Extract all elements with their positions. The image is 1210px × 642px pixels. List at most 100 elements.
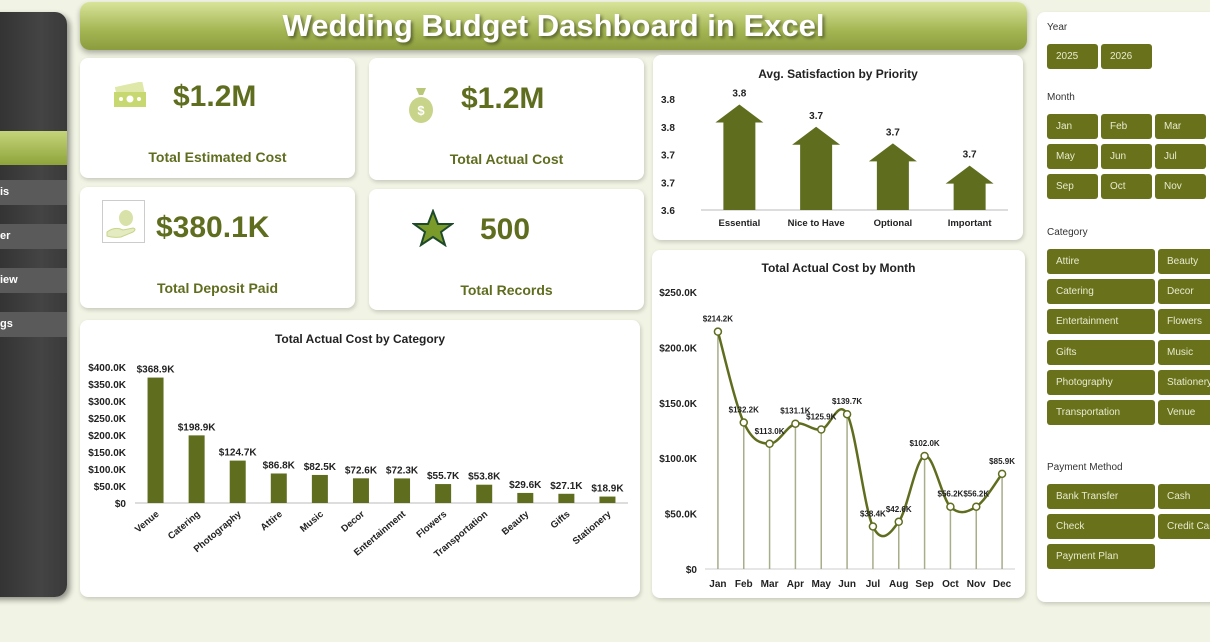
x-tick-label: Important — [948, 218, 993, 229]
slicer-option-payment[interactable]: Credit Card — [1158, 514, 1210, 540]
sidebar-item-analysis[interactable]: is — [0, 180, 67, 205]
slicer-option-category[interactable]: Decor — [1158, 279, 1210, 305]
kpi-label: Total Records — [460, 282, 553, 298]
data-label: $198.9K — [178, 422, 217, 433]
bar — [517, 492, 534, 503]
category-chart-plot: $0 $50.0K $100.0K $150.0K $200.0K $250.0K $300… — [88, 363, 628, 560]
x-tick-label: Mar — [761, 579, 779, 590]
slicer-option-year[interactable]: 2025 — [1047, 44, 1098, 69]
slicer-option-category[interactable]: Entertainment — [1047, 309, 1155, 335]
slicer-option-month[interactable]: Feb — [1101, 114, 1152, 139]
data-point — [868, 522, 878, 531]
slicer-option-category[interactable]: Photography — [1047, 369, 1155, 395]
kpi-value: $1.2M — [461, 82, 545, 115]
slicer-title-month: Month — [1047, 92, 1075, 103]
slicer-option-month[interactable]: Sep — [1047, 174, 1098, 200]
slicer-option-month[interactable]: Oct — [1101, 174, 1152, 200]
data-label: $38.4K — [860, 509, 886, 518]
y-tick-label: $200.0K — [88, 431, 127, 442]
data-label: 3.7 — [886, 127, 900, 138]
sidebar-item-dashboard[interactable] — [0, 131, 67, 165]
bar — [435, 484, 452, 503]
data-label: $55.7K — [427, 471, 460, 482]
data-point — [920, 451, 929, 461]
slicer-option-month[interactable]: Jul — [1155, 144, 1206, 170]
slicer-title-year: Year — [1047, 22, 1068, 33]
x-tick-label: Nov — [967, 579, 986, 590]
slicer-option-category[interactable]: Gifts — [1047, 339, 1155, 365]
slicer-option-month[interactable]: Jan — [1047, 114, 1098, 139]
data-label: $113.0K — [755, 427, 785, 436]
y-tick-label: $150.0K — [88, 448, 127, 459]
sidebar — [0, 12, 67, 597]
x-tick-label: Feb — [735, 579, 753, 590]
x-tick-label: Essential — [719, 218, 761, 229]
slicer-option-category[interactable]: Music — [1158, 339, 1210, 365]
month-chart-plot: $0 $50.0K $100.0K $150.0K $200.0K $250.0K $214… — [659, 288, 1015, 590]
kpi-label: Total Actual Cost — [449, 151, 564, 167]
data-point — [972, 502, 981, 511]
x-tick-label: Jul — [866, 579, 881, 590]
page-title: Wedding Budget Dashboard in Excel — [80, 2, 1027, 50]
bar — [599, 496, 616, 503]
data-label: $27.1K — [550, 481, 583, 492]
x-tick-label: Gifts — [549, 509, 573, 531]
y-tick-label: $300.0K — [88, 397, 127, 408]
data-point — [894, 517, 903, 527]
data-label: 3.8 — [732, 89, 746, 100]
bar — [188, 435, 205, 503]
slicer-option-category[interactable]: Venue — [1158, 400, 1210, 425]
slicer-title-payment: Payment Method — [1047, 462, 1123, 473]
slicer-option-year[interactable]: 2026 — [1101, 44, 1152, 69]
slicer-option-category[interactable]: Catering — [1047, 279, 1155, 305]
y-tick-label: $50.0K — [665, 510, 698, 521]
data-label: $368.9K — [137, 365, 176, 376]
data-label: $56.2K — [963, 490, 989, 499]
y-tick-label: $0 — [686, 565, 698, 576]
bar — [311, 474, 328, 503]
slicer-option-month[interactable]: Jun — [1101, 144, 1152, 170]
slicer-option-payment[interactable]: Cash — [1158, 484, 1210, 509]
x-tick-label: Stationery — [571, 508, 614, 547]
bar — [394, 478, 411, 503]
y-tick-label: $350.0K — [88, 380, 127, 391]
data-label: $56.2K — [938, 490, 964, 499]
data-label: $72.6K — [345, 465, 378, 476]
slicer-option-category[interactable]: Attire — [1047, 249, 1155, 274]
x-tick-label: Jan — [709, 579, 726, 590]
y-tick-label: 3.8 — [661, 123, 675, 134]
slicer-option-month[interactable]: Mar — [1155, 114, 1206, 139]
slicer-option-payment[interactable]: Payment Plan — [1047, 544, 1155, 570]
slicer-option-payment[interactable]: Check — [1047, 514, 1155, 540]
kpi-value: $380.1K — [156, 211, 270, 244]
sidebar-item-settings[interactable]: gs — [0, 312, 67, 337]
slicer-option-category[interactable]: Stationery — [1158, 369, 1210, 395]
kpi-total-estimated-cost: $1.2M Total Estimated Cost — [80, 58, 355, 178]
slicer-option-category[interactable]: Beauty — [1158, 249, 1210, 274]
data-label: $131.1K — [780, 407, 810, 416]
bar — [558, 493, 575, 503]
data-label: $132.2K — [729, 406, 759, 415]
bar — [147, 377, 164, 503]
x-tick-label: Attire — [259, 509, 285, 533]
bar-arrow — [868, 143, 917, 210]
data-label: $124.7K — [219, 448, 258, 459]
money-bag-icon: $ — [409, 88, 433, 123]
slicer-option-month[interactable]: May — [1047, 144, 1098, 170]
bar-arrow — [945, 165, 994, 210]
data-label: $72.3K — [386, 465, 419, 476]
y-tick-label: $400.0K — [88, 363, 127, 374]
data-point — [739, 418, 748, 427]
x-tick-label: Optional — [874, 218, 913, 229]
slicer-option-month[interactable]: Nov — [1155, 174, 1206, 200]
sidebar-item-overview[interactable]: iew — [0, 268, 67, 293]
slicer-option-category[interactable]: Flowers — [1158, 309, 1210, 335]
sidebar-item-data-register[interactable]: er — [0, 224, 67, 249]
x-tick-label: Jun — [838, 579, 856, 590]
slicer-option-payment[interactable]: Bank Transfer — [1047, 484, 1155, 509]
x-tick-label: Nice to Have — [788, 218, 845, 229]
chart-title: Total Actual Cost by Month — [761, 261, 916, 275]
slicer-option-category[interactable]: Transportation — [1047, 400, 1155, 425]
y-tick-label: $100.0K — [88, 465, 127, 476]
slicer-title-category: Category — [1047, 227, 1088, 238]
